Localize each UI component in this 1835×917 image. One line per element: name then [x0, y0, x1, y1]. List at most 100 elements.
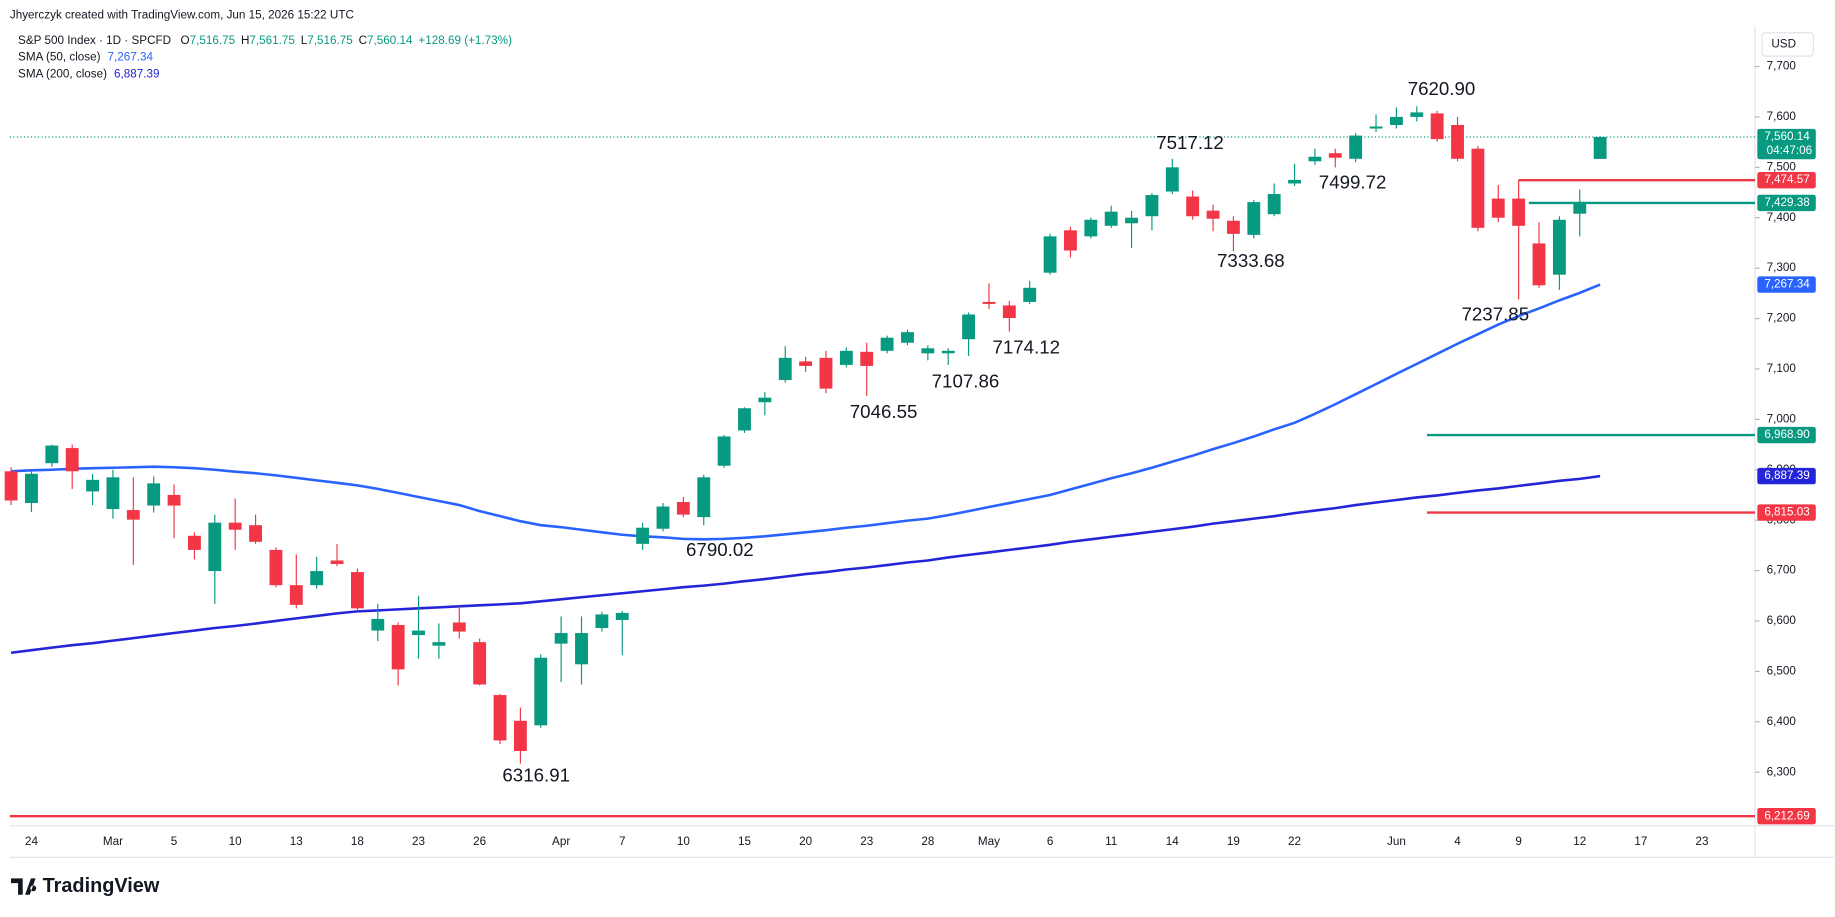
logo-text: TradingView	[43, 875, 160, 897]
price-badge-label: 6,815.03	[1764, 506, 1810, 519]
price-badge-label: 6,212.69	[1764, 809, 1810, 822]
candle-body	[1165, 167, 1179, 192]
candle-body	[1186, 196, 1200, 217]
x-tick-label: 7	[619, 835, 626, 848]
candle-body	[1267, 194, 1281, 215]
symbol: S&P 500 Index · 1D · SPCFD	[18, 34, 171, 47]
candle-body	[819, 357, 833, 389]
candle-body	[636, 527, 650, 544]
price-badge	[1757, 128, 1816, 160]
candle-body	[1532, 243, 1546, 286]
y-tick-label: 7,500	[1767, 160, 1797, 173]
price-badge-label: 6,887.39	[1764, 469, 1810, 482]
x-tick-label: 20	[799, 835, 813, 848]
candle-body	[982, 301, 996, 304]
y-tick-label: 7,700	[1767, 60, 1797, 73]
candle-body	[921, 348, 935, 354]
x-tick-label: 4	[1454, 835, 1461, 848]
candle-body	[697, 477, 711, 518]
candle-body	[738, 408, 751, 431]
candle-body	[799, 361, 813, 366]
candle-body	[493, 695, 507, 741]
x-tick-label: 28	[921, 835, 934, 848]
price-badge	[1757, 194, 1816, 212]
candle-body	[147, 483, 161, 506]
candle-body	[1247, 202, 1261, 235]
candle-body	[513, 720, 527, 752]
ohlc-value: 7,560.14	[367, 34, 413, 47]
candle-body	[1288, 179, 1301, 184]
sma-line	[10, 283, 1601, 541]
candle-body	[452, 622, 466, 632]
candle-body	[208, 522, 222, 572]
price-badge-label: 7,474.57	[1764, 173, 1810, 186]
price-badge-label: 7,267.34	[1764, 278, 1810, 291]
ohlc-key: L	[301, 34, 308, 47]
candle-body	[1043, 236, 1057, 273]
candle-body	[1023, 287, 1037, 302]
x-tick-label: 15	[738, 835, 752, 848]
y-tick-label: 6,600	[1767, 614, 1797, 627]
candle-body	[350, 572, 364, 609]
candle-body	[1125, 217, 1138, 224]
price-badge-label: 7,560.14	[1764, 130, 1810, 143]
candle-body	[656, 506, 670, 529]
x-tick-label: 18	[351, 835, 364, 848]
candle-body	[289, 585, 303, 605]
legend-value: 6,887.39	[114, 67, 160, 80]
candle-body	[1573, 202, 1587, 214]
candle-body	[901, 332, 914, 343]
legend-name: SMA (50, close)	[18, 50, 101, 63]
y-tick-label: 6,500	[1767, 664, 1797, 677]
candle-body	[1002, 305, 1016, 319]
ohlc-value: 7,516.75	[190, 34, 236, 47]
x-tick-label: 23	[860, 835, 873, 848]
candle-body	[962, 314, 976, 340]
x-tick-label: 13	[290, 835, 303, 848]
price-badge	[1757, 504, 1816, 521]
candle-body	[1308, 156, 1322, 162]
candle-body	[534, 657, 548, 726]
y-tick-label: 7,400	[1767, 211, 1797, 224]
candle-body	[65, 448, 79, 472]
candle-body	[249, 525, 262, 542]
candle-body	[1451, 124, 1464, 159]
price-badge	[1757, 807, 1816, 825]
price-annotation: 7046.55	[850, 401, 918, 422]
candle-body	[615, 612, 629, 620]
candle-body	[1206, 210, 1220, 219]
x-tick-label: 5	[171, 835, 178, 848]
candle-body	[432, 642, 446, 646]
candle-body	[391, 624, 405, 670]
candle-body	[1349, 135, 1363, 159]
legend-entry: SMA (50, close) 7,267.34	[18, 50, 154, 63]
candle-body	[228, 522, 242, 530]
price-annotation: 7620.90	[1408, 78, 1476, 99]
price-badge-label: 6,968.90	[1764, 428, 1810, 441]
candle-body	[269, 549, 283, 586]
candle-body	[4, 471, 18, 501]
currency-box[interactable]	[1761, 32, 1815, 57]
ohlc-value: 7,561.75	[249, 34, 295, 47]
candle-body	[1471, 148, 1485, 228]
legend-value: 7,267.34	[108, 50, 154, 63]
candle-body	[1593, 137, 1607, 159]
x-tick-label: Mar	[103, 835, 123, 848]
x-tick-label: 23	[1695, 835, 1708, 848]
x-tick-label: 19	[1227, 835, 1240, 848]
candle-body	[86, 479, 100, 492]
price-badge-label: 7,429.38	[1764, 196, 1810, 209]
x-tick-label: 10	[229, 835, 243, 848]
x-tick-label: 9	[1515, 835, 1522, 848]
y-tick-label: 7,600	[1767, 110, 1797, 123]
y-tick-label: 6,400	[1767, 715, 1797, 728]
x-tick-label: 6	[1047, 835, 1054, 848]
y-tick-label: 6,300	[1767, 765, 1797, 778]
x-tick-label: 23	[412, 835, 425, 848]
candle-body	[106, 477, 120, 510]
price-annotation: 7174.12	[992, 336, 1060, 357]
candle-body	[554, 633, 568, 644]
x-tick-label: 17	[1634, 835, 1647, 848]
candle-body	[412, 630, 425, 636]
